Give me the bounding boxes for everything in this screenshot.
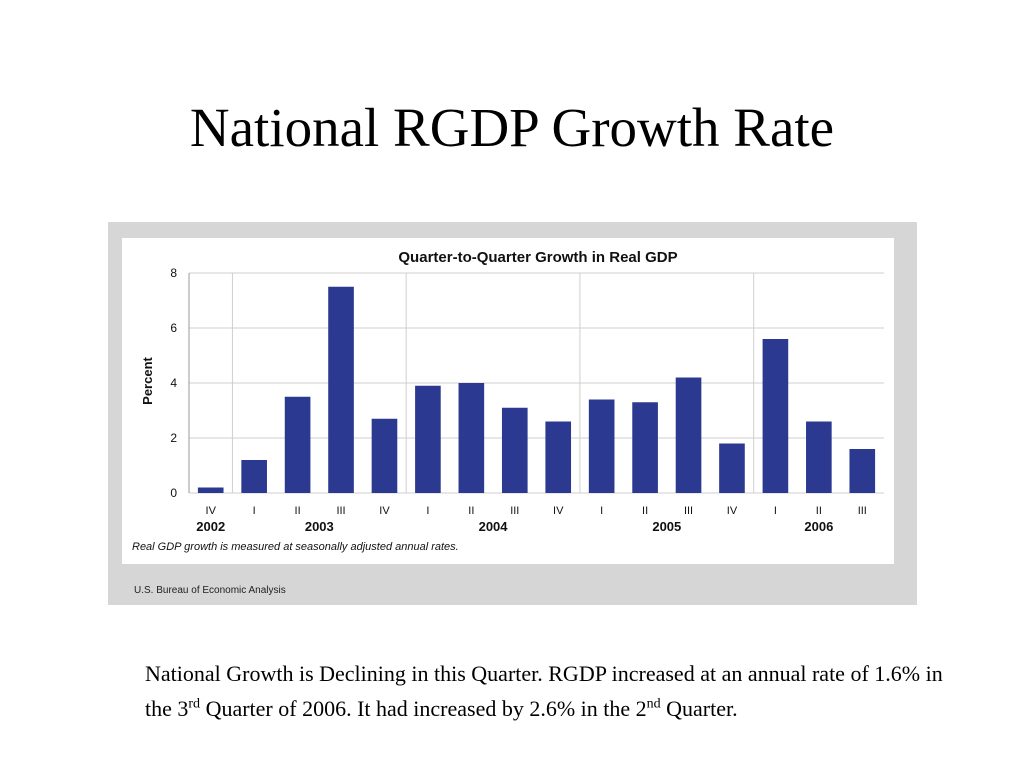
y-tick-label: 2 [170, 431, 177, 445]
y-tick-label: 8 [170, 266, 177, 280]
y-tick-label: 6 [170, 321, 177, 335]
bar [284, 396, 311, 493]
x-tick-label: I [774, 505, 777, 517]
year-label: 2005 [652, 519, 681, 534]
x-tick-label: IV [206, 505, 217, 517]
bar [849, 449, 876, 493]
bar [371, 418, 398, 493]
x-tick-label: II [816, 505, 822, 517]
x-tick-label: IV [379, 505, 390, 517]
x-tick-label: III [336, 505, 345, 517]
bar-chart: Quarter-to-Quarter Growth in Real GDP Pe… [132, 249, 884, 553]
bar [328, 286, 354, 493]
bar [719, 443, 745, 493]
source-label: U.S. Bureau of Economic Analysis [134, 585, 286, 596]
bar [762, 339, 789, 493]
x-tick-label: III [510, 505, 519, 517]
chart-title: Quarter-to-Quarter Growth in Real GDP [398, 249, 677, 266]
chart-panel: Quarter-to-Quarter Growth in Real GDP Pe… [122, 238, 894, 564]
year-label: 2002 [196, 519, 225, 534]
bar [588, 399, 615, 493]
bar [806, 421, 832, 493]
bar [632, 402, 658, 493]
x-tick-label: III [858, 505, 867, 517]
x-tick-label: I [600, 505, 603, 517]
x-tick-label: II [642, 505, 648, 517]
bar [241, 460, 267, 493]
y-tick-label: 0 [170, 486, 177, 500]
x-tick-label: I [253, 505, 256, 517]
chart-frame: Quarter-to-Quarter Growth in Real GDP Pe… [108, 222, 917, 605]
x-tick-label: II [295, 505, 301, 517]
year-label: 2006 [804, 519, 833, 534]
caption-text: National Growth is Declining in this Qua… [145, 656, 945, 726]
bar [415, 385, 441, 493]
caption-part-1: National Growth is Declining in this Qua… [145, 661, 943, 721]
x-tick-label: III [684, 505, 693, 517]
chart-note: Real GDP growth is measured at seasonall… [132, 541, 459, 553]
bar [545, 421, 572, 493]
caption-part-2: Quarter of 2006. It had increased by 2.6… [200, 696, 647, 721]
caption-sup-2: nd [646, 696, 661, 712]
y-tick-label: 4 [170, 376, 177, 390]
x-tick-label: IV [553, 505, 564, 517]
year-label: 2003 [305, 519, 334, 534]
x-tick-label: II [468, 505, 474, 517]
slide-title: National RGDP Growth Rate [189, 97, 835, 158]
bar [675, 377, 702, 493]
bar [197, 487, 224, 493]
x-tick-label: IV [727, 505, 738, 517]
caption-sup-1: rd [188, 696, 201, 712]
bar [501, 407, 528, 493]
bar [458, 383, 485, 493]
caption-part-3: Quarter. [660, 696, 738, 721]
y-axis-label: Percent [140, 356, 155, 404]
x-tick-label: I [426, 505, 429, 517]
year-label: 2004 [479, 519, 509, 534]
